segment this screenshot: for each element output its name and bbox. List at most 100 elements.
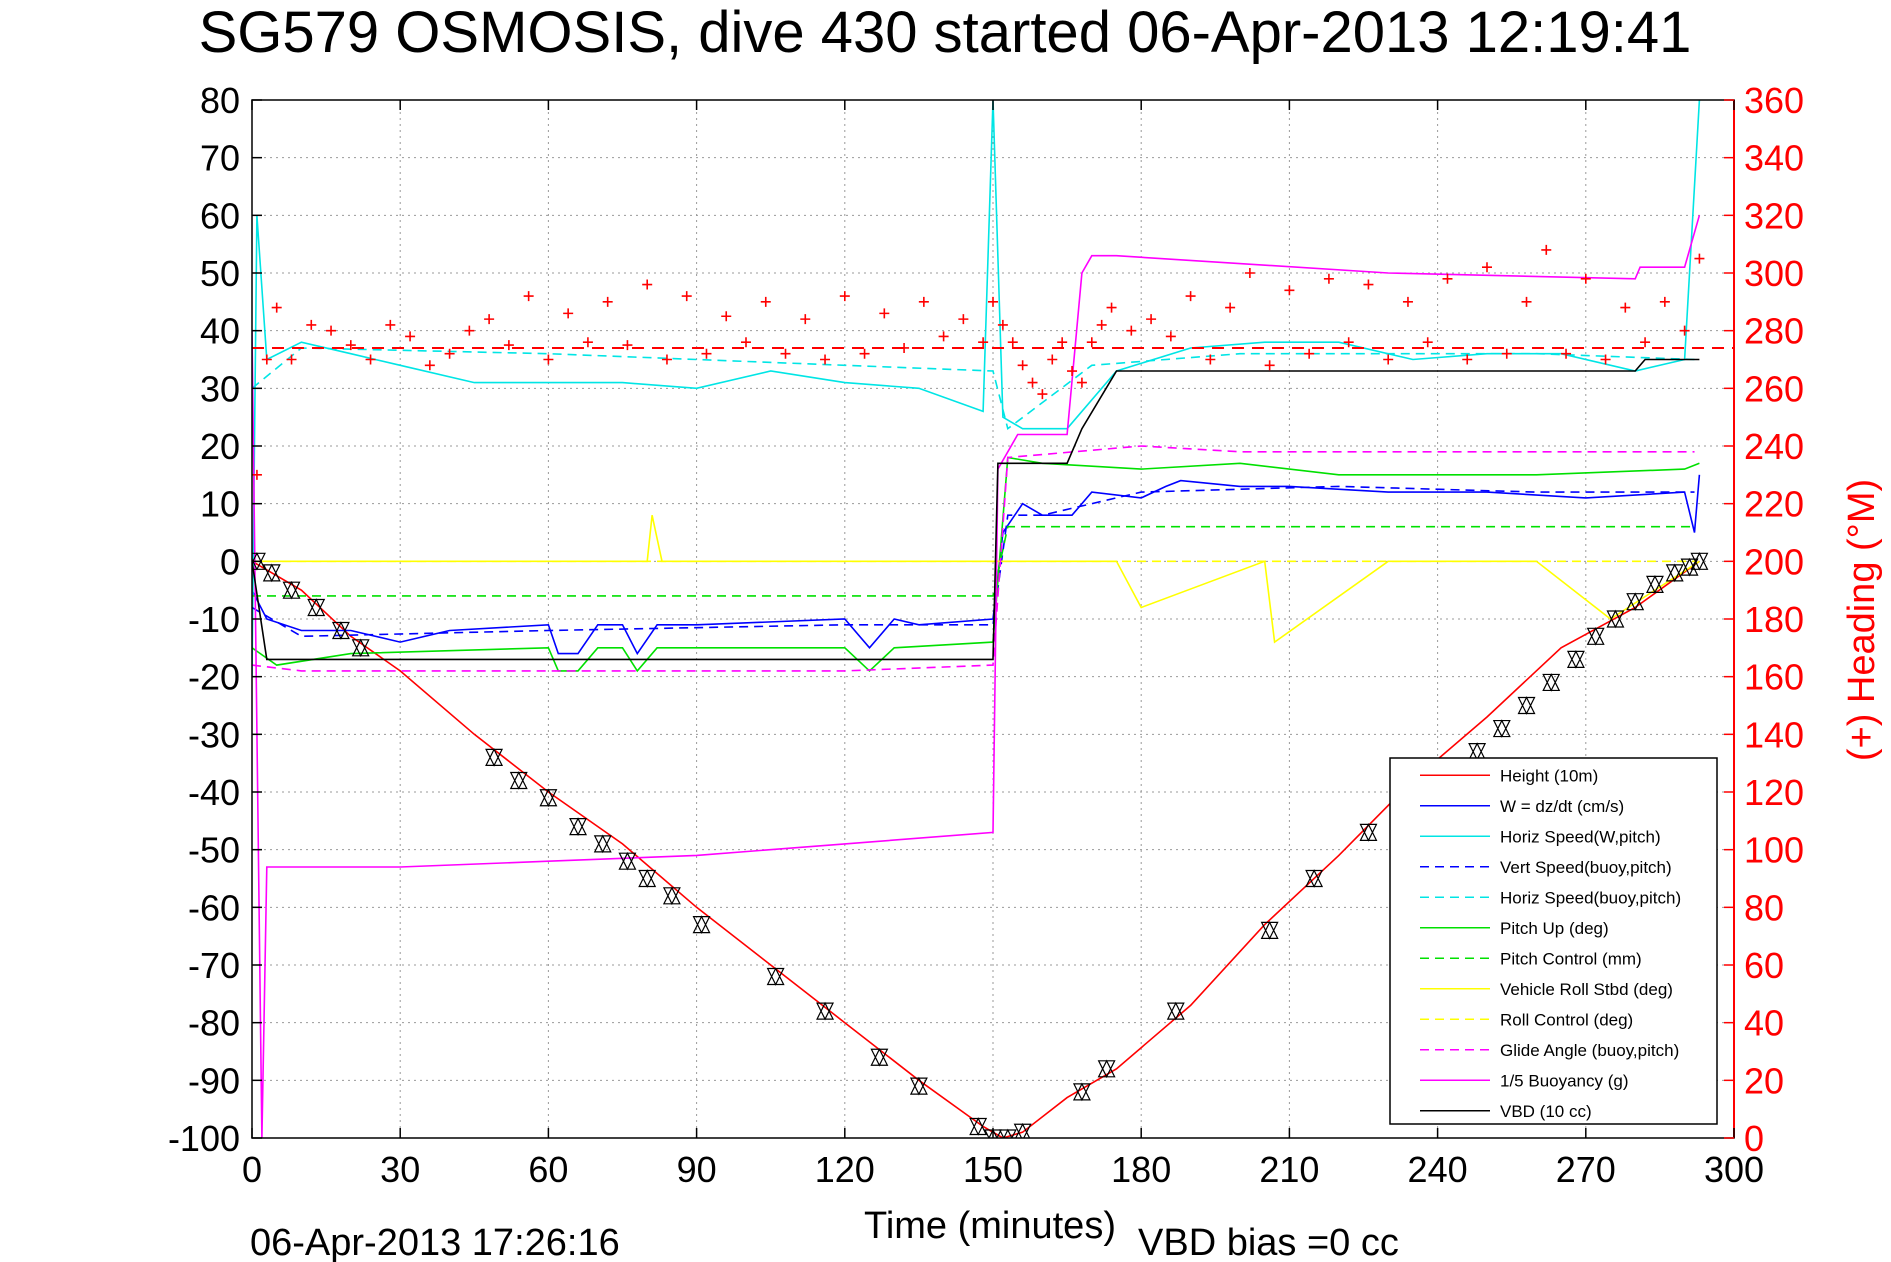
legend-label: Glide Angle (buoy,pitch) bbox=[1500, 1041, 1679, 1060]
legend: Height (10m) W = dz/dt (cm/s) Horiz Speed(… bbox=[1389, 757, 1718, 1125]
heading-point bbox=[1165, 331, 1176, 342]
depth-marker bbox=[1680, 557, 1699, 577]
y-tick-label: 20 bbox=[200, 426, 240, 467]
y-right-tick-label: 320 bbox=[1744, 195, 1804, 236]
heading-point bbox=[484, 314, 495, 325]
depth-marker bbox=[1166, 1001, 1185, 1021]
heading-point bbox=[1047, 354, 1058, 365]
heading-point bbox=[1442, 273, 1453, 284]
y-tick-label: 0 bbox=[220, 541, 240, 582]
y-right-tick-label: 100 bbox=[1744, 830, 1804, 871]
depth-marker bbox=[969, 1117, 988, 1136]
heading-point bbox=[780, 348, 791, 359]
heading-point bbox=[1264, 360, 1275, 371]
heading-point bbox=[1640, 337, 1651, 348]
x-tick-label: 150 bbox=[963, 1149, 1023, 1190]
heading-point bbox=[1096, 319, 1107, 330]
depth-marker bbox=[1072, 1082, 1091, 1102]
series-layer bbox=[252, 100, 1734, 1138]
heading-point bbox=[1679, 325, 1690, 336]
depth-marker bbox=[692, 915, 711, 934]
heading-point bbox=[997, 319, 1008, 330]
heading-point bbox=[1580, 273, 1591, 284]
legend-box bbox=[1389, 757, 1718, 1125]
depth-marker bbox=[870, 1047, 889, 1067]
heading-point bbox=[365, 354, 376, 365]
depth-marker bbox=[1586, 626, 1605, 646]
depth-marker bbox=[1305, 869, 1324, 888]
heading-point bbox=[642, 279, 653, 290]
depth-marker bbox=[1468, 742, 1487, 761]
series-line-11 bbox=[252, 358, 1700, 661]
y-tick-label: -50 bbox=[188, 830, 240, 871]
depth-marker bbox=[1260, 921, 1279, 940]
series-line-9 bbox=[252, 445, 1695, 672]
heading-point bbox=[1076, 377, 1087, 388]
heading-point bbox=[820, 354, 831, 365]
legend-label: Horiz Speed(buoy,pitch) bbox=[1500, 888, 1681, 907]
legend-label: Horiz Speed(W,pitch) bbox=[1500, 827, 1661, 846]
y-right-tick-label: 300 bbox=[1744, 253, 1804, 294]
y-right-tick-label: 340 bbox=[1744, 138, 1804, 179]
series-line-10 bbox=[252, 215, 1701, 1138]
y-right-tick-label: 280 bbox=[1744, 311, 1804, 352]
heading-point bbox=[918, 296, 929, 307]
heading-point bbox=[1600, 354, 1611, 365]
y-tick-label: -30 bbox=[188, 714, 240, 755]
heading-point bbox=[1284, 285, 1295, 296]
y-tick-label: -10 bbox=[188, 599, 240, 640]
footer-vbd-bias: VBD bias =0 cc bbox=[1138, 1222, 1399, 1262]
legend-label: Vehicle Roll Stbd (deg) bbox=[1500, 980, 1673, 999]
y-right-tick-label: 220 bbox=[1744, 484, 1804, 525]
heading-point bbox=[444, 348, 455, 359]
heading-point bbox=[760, 296, 771, 307]
heading-point bbox=[741, 337, 751, 348]
depth-marker bbox=[662, 886, 681, 906]
legend-label: 1/5 Buoyancy (g) bbox=[1500, 1071, 1629, 1090]
legend-label: VBD (10 cc) bbox=[1500, 1102, 1592, 1121]
x-tick-label: 240 bbox=[1408, 1149, 1468, 1190]
heading-point bbox=[503, 340, 514, 351]
y-right-tick-label: 260 bbox=[1744, 368, 1804, 409]
heading-point bbox=[1363, 279, 1374, 290]
x-tick-label: 180 bbox=[1111, 1149, 1171, 1190]
y-tick-label: -20 bbox=[188, 657, 240, 698]
heading-point bbox=[261, 354, 272, 365]
depth-marker bbox=[1645, 575, 1664, 594]
heading-point bbox=[1304, 348, 1315, 359]
y-right-tick-label: 120 bbox=[1744, 772, 1804, 813]
series-line-6 bbox=[252, 525, 1695, 597]
series-line-1 bbox=[252, 474, 1701, 656]
x-tick-label: 90 bbox=[677, 1149, 717, 1190]
depth-marker bbox=[593, 834, 612, 854]
y-right-tick-label: 140 bbox=[1744, 714, 1804, 755]
heading-point bbox=[1462, 354, 1473, 365]
x-tick-label: 120 bbox=[815, 1149, 875, 1190]
depth-marker bbox=[331, 621, 350, 640]
legend-label: Pitch Control (mm) bbox=[1500, 949, 1642, 968]
y-tick-label: 60 bbox=[200, 195, 240, 236]
y-tick-label: 10 bbox=[200, 484, 240, 525]
x-tick-label: 300 bbox=[1704, 1149, 1764, 1190]
y-tick-label: 80 bbox=[200, 80, 240, 121]
heading-point bbox=[271, 302, 282, 313]
y-tick-label: -100 bbox=[168, 1118, 240, 1159]
heading-point bbox=[345, 340, 356, 351]
footer-timestamp: 06-Apr-2013 17:26:16 bbox=[250, 1222, 620, 1262]
heading-point bbox=[523, 291, 534, 302]
y-tick-label: -90 bbox=[188, 1060, 240, 1101]
heading-point bbox=[1501, 348, 1512, 359]
depth-marker bbox=[816, 1001, 835, 1021]
series-line-7 bbox=[252, 515, 1700, 644]
x-tick-label: 210 bbox=[1259, 1149, 1319, 1190]
legend-label: Height (10m) bbox=[1500, 766, 1598, 785]
legend-label: W = dz/dt (cm/s) bbox=[1500, 797, 1624, 816]
heading-point bbox=[286, 354, 297, 365]
heading-point bbox=[1383, 354, 1394, 365]
x-tick-label: 270 bbox=[1556, 1149, 1616, 1190]
depth-marker bbox=[1606, 609, 1625, 629]
depth-marker bbox=[638, 869, 657, 888]
y-right-tick-label: 160 bbox=[1744, 657, 1804, 698]
legend-label: Roll Control (deg) bbox=[1500, 1010, 1633, 1029]
depth-marker bbox=[1690, 551, 1709, 571]
